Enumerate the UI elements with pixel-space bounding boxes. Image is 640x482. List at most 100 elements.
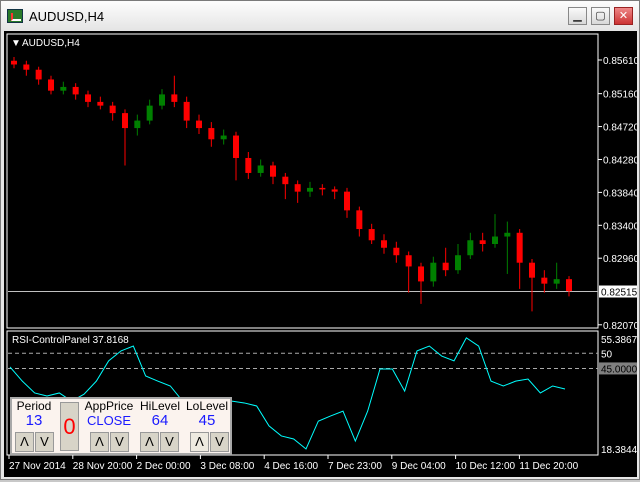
candle-body <box>196 120 202 129</box>
rsi-control-panel: Period 13 Λ V 0 AppPrice CLOSE Λ V HiLev… <box>10 397 232 455</box>
minimize-button[interactable]: ▁ <box>568 7 587 25</box>
candle-body <box>344 191 350 211</box>
hi-level-label: HiLevel <box>139 399 181 413</box>
candle-body <box>516 232 523 263</box>
candle-body <box>319 187 326 190</box>
candle-body <box>356 210 363 230</box>
rsi-tick-label: 55.3867 <box>601 335 637 346</box>
rsi-tick-label: 50 <box>601 349 613 360</box>
rsi-tick-label: 18.3844 <box>601 445 637 456</box>
app-price-up-button[interactable]: Λ <box>90 432 109 452</box>
chart-title: AUDUSD,H4 <box>22 38 80 49</box>
app-price-label: AppPrice <box>84 399 134 413</box>
period-up-button[interactable]: Λ <box>15 432 34 452</box>
current-price-label: 0.82515 <box>601 288 637 299</box>
rsi-line <box>9 337 566 450</box>
candle-body <box>430 262 437 282</box>
time-tick-label: 7 Dec 23:00 <box>328 461 382 472</box>
candle-body <box>208 128 215 140</box>
candle-body <box>381 240 387 248</box>
rsi-level-box <box>599 362 637 375</box>
candle-body <box>455 255 461 271</box>
reset-button[interactable]: 0 <box>60 402 79 451</box>
price-tick-label: 0.83840 <box>603 188 637 199</box>
candle-body <box>541 277 548 284</box>
price-tick-label: 0.82070 <box>603 321 637 332</box>
time-tick-label: 2 Dec 00:00 <box>137 461 191 472</box>
period-down-button[interactable]: V <box>35 432 54 452</box>
rsi-panel-border <box>6 330 599 456</box>
lo-level-down-button[interactable]: V <box>210 432 229 452</box>
candle-body <box>60 86 67 91</box>
candle-body <box>245 157 252 173</box>
lo-level-label: LoLevel <box>185 399 229 413</box>
time-tick-label: 28 Nov 20:00 <box>73 461 133 472</box>
candle-body <box>553 279 560 284</box>
candle-body <box>35 69 42 80</box>
candle-body <box>529 262 535 278</box>
candle-body <box>282 176 289 185</box>
candle-body <box>418 266 424 282</box>
chart-icon <box>7 9 23 23</box>
app-price-value: CLOSE <box>86 413 132 428</box>
symbol-menu-icon[interactable]: ▼ <box>11 38 21 49</box>
price-tick-label: 0.83400 <box>603 221 637 232</box>
app-price-down-button[interactable]: V <box>110 432 129 452</box>
price-chart[interactable]: ▼ AUDUSD,H4 RSI-ControlPanel 37.8168 0.8… <box>4 31 640 477</box>
candle-body <box>97 101 104 106</box>
hi-level-up-button[interactable]: Λ <box>140 432 159 452</box>
candle-body <box>48 79 54 91</box>
candle-body <box>109 105 116 114</box>
candle-body <box>220 135 227 140</box>
candle-body <box>504 232 511 237</box>
candle-body <box>23 64 30 70</box>
hi-level-down-button[interactable]: V <box>160 432 179 452</box>
candle-body <box>467 240 474 256</box>
current-price-box <box>599 285 637 298</box>
time-tick-label: 27 Nov 2014 <box>9 461 66 472</box>
rsi-title: RSI-ControlPanel 37.8168 <box>12 335 129 346</box>
hi-level-value: 64 <box>151 412 169 429</box>
time-tick-label: 9 Dec 04:00 <box>392 461 446 472</box>
candle-body <box>134 120 141 129</box>
candle-body <box>11 60 17 65</box>
price-tick-label: 0.84280 <box>603 155 637 166</box>
time-tick-label: 11 Dec 20:00 <box>519 461 578 472</box>
chart-area[interactable]: ▼ AUDUSD,H4 RSI-ControlPanel 37.8168 0.8… <box>4 31 640 477</box>
candle-body <box>122 113 128 129</box>
rsi-tick-label: 45.0000 <box>601 364 637 375</box>
candle-body <box>72 86 79 95</box>
period-value: 13 <box>25 412 43 429</box>
maximize-button[interactable]: ▢ <box>591 7 610 25</box>
window-title: AUDUSD,H4 <box>29 8 105 24</box>
candle-body <box>171 94 178 102</box>
candle-body <box>442 262 449 271</box>
candle-body <box>479 240 486 245</box>
title-bar[interactable]: AUDUSD,H4 ▁ ▢ ✕ <box>1 1 639 31</box>
lo-level-up-button[interactable]: Λ <box>190 432 209 452</box>
time-tick-label: 10 Dec 12:00 <box>456 461 516 472</box>
candle-body <box>159 94 165 106</box>
price-tick-label: 0.82960 <box>603 254 637 265</box>
period-label: Period <box>16 399 52 413</box>
main-panel-border <box>6 33 599 329</box>
price-tick-label: 0.85610 <box>603 56 637 67</box>
candle-body <box>368 229 375 241</box>
candle-body <box>566 279 572 292</box>
candle-body <box>183 101 190 121</box>
candle-body <box>331 189 338 192</box>
candle-body <box>405 255 412 267</box>
candle-body <box>146 105 153 121</box>
candle-body <box>393 247 400 256</box>
time-tick-label: 4 Dec 16:00 <box>264 461 318 472</box>
candle-body <box>85 94 91 102</box>
candle-body <box>233 135 239 158</box>
time-tick-label: 3 Dec 08:00 <box>200 461 254 472</box>
candle-body <box>270 165 276 177</box>
lo-level-value: 45 <box>198 412 216 429</box>
candle-body <box>294 184 301 192</box>
candle-body <box>307 187 313 192</box>
candle-body <box>492 236 498 245</box>
close-button[interactable]: ✕ <box>614 7 633 25</box>
